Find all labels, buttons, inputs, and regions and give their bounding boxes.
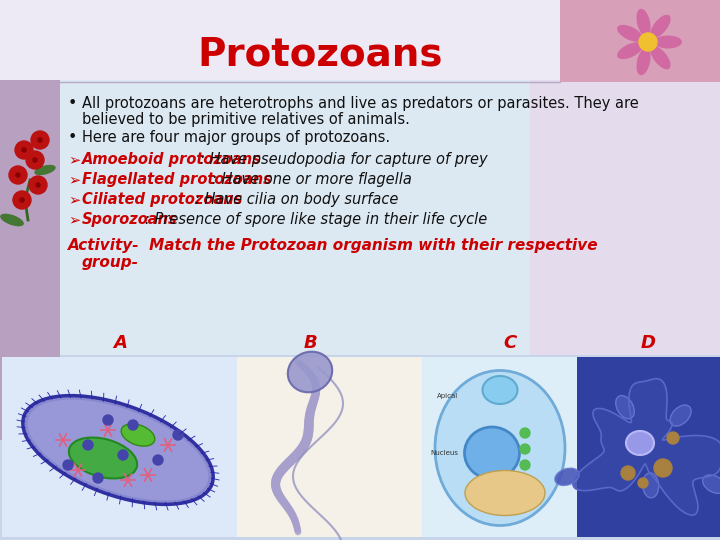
Circle shape [29,176,47,194]
Text: A: A [113,334,127,352]
Text: : Have one or more flagella: : Have one or more flagella [212,172,412,187]
Circle shape [520,428,530,438]
Text: Sporozoans: Sporozoans [82,212,178,227]
Text: Ciliated protozoans: Ciliated protozoans [82,192,243,207]
FancyBboxPatch shape [577,357,720,537]
Circle shape [638,478,648,488]
Ellipse shape [69,437,138,478]
Text: Amoeboid protozoans: Amoeboid protozoans [82,152,262,167]
FancyBboxPatch shape [560,0,720,82]
Circle shape [520,444,530,454]
Ellipse shape [650,15,670,38]
Circle shape [103,415,113,425]
Circle shape [13,191,31,209]
Ellipse shape [654,36,682,49]
Text: ➢: ➢ [68,212,80,227]
Ellipse shape [626,431,654,455]
Ellipse shape [464,427,520,479]
Text: Nucleus: Nucleus [430,450,458,456]
FancyBboxPatch shape [0,0,720,80]
Text: ➢: ➢ [68,192,80,207]
FancyBboxPatch shape [0,80,720,360]
Text: •: • [68,130,77,145]
Circle shape [118,450,128,460]
Circle shape [128,420,138,430]
Ellipse shape [617,42,643,59]
Text: All protozoans are heterotrophs and live as predators or parasites. They are: All protozoans are heterotrophs and live… [82,96,639,111]
Text: B: B [303,334,317,352]
Ellipse shape [555,468,579,485]
Text: D: D [641,334,655,352]
Ellipse shape [288,352,332,392]
Circle shape [667,432,679,444]
Circle shape [22,148,26,152]
Ellipse shape [650,46,670,69]
Text: Here are four major groups of protozoans.: Here are four major groups of protozoans… [82,130,390,145]
Text: : Presence of spore like stage in their life cycle: : Presence of spore like stage in their … [145,212,487,227]
Ellipse shape [636,48,651,75]
Text: believed to be primitive relatives of animals.: believed to be primitive relatives of an… [82,112,410,127]
FancyBboxPatch shape [530,80,720,360]
Polygon shape [573,379,720,515]
Circle shape [63,460,73,470]
Ellipse shape [435,370,565,525]
Circle shape [520,460,530,470]
Ellipse shape [121,424,155,446]
Text: ➢: ➢ [68,152,80,167]
Text: ➢: ➢ [68,172,80,187]
Circle shape [83,440,93,450]
Circle shape [16,173,20,177]
Circle shape [36,183,40,187]
FancyBboxPatch shape [2,357,237,537]
FancyBboxPatch shape [237,357,422,537]
Text: Apical: Apical [437,393,458,399]
FancyBboxPatch shape [0,355,720,540]
Circle shape [621,466,635,480]
Ellipse shape [643,473,659,498]
Ellipse shape [617,25,643,42]
Text: : Have pseudopodia for capture of prey: : Have pseudopodia for capture of prey [200,152,487,167]
Circle shape [38,138,42,142]
Ellipse shape [465,470,545,516]
Text: : Have cilia on body surface: : Have cilia on body surface [195,192,398,207]
Text: Flagellated protozoans: Flagellated protozoans [82,172,272,187]
Circle shape [31,131,49,149]
Text: C: C [503,334,517,352]
Text: Protozoans: Protozoans [197,36,443,74]
Circle shape [15,141,33,159]
Ellipse shape [35,165,55,175]
Ellipse shape [616,396,634,418]
Ellipse shape [23,396,213,504]
Circle shape [639,33,657,51]
Ellipse shape [703,475,720,494]
Ellipse shape [0,214,24,226]
Ellipse shape [670,405,691,426]
Circle shape [173,430,183,440]
Circle shape [153,455,163,465]
Circle shape [26,151,44,169]
Circle shape [9,166,27,184]
Circle shape [33,158,37,162]
Text: •: • [68,96,77,111]
Ellipse shape [636,9,651,36]
Circle shape [93,473,103,483]
Text: group-: group- [82,255,139,270]
Text: Activity-  Match the Protozoan organism with their respective: Activity- Match the Protozoan organism w… [68,238,598,253]
Ellipse shape [482,376,518,404]
Ellipse shape [27,400,208,501]
Circle shape [654,459,672,477]
FancyBboxPatch shape [422,357,577,537]
Circle shape [20,198,24,202]
FancyBboxPatch shape [0,80,60,440]
